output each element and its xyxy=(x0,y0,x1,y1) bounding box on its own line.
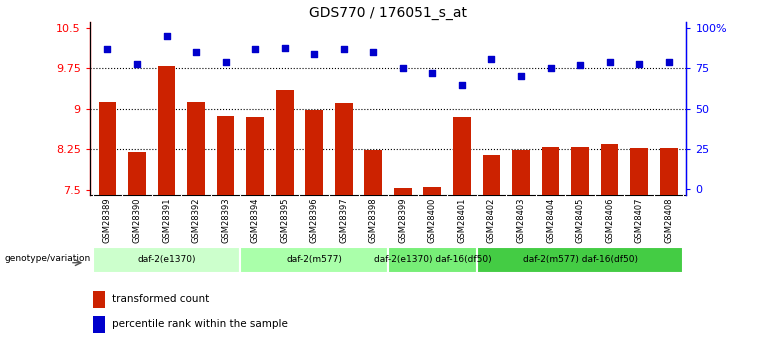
Bar xyxy=(217,116,235,345)
Point xyxy=(426,70,438,76)
Bar xyxy=(388,247,477,273)
Text: GSM28399: GSM28399 xyxy=(399,197,407,243)
Bar xyxy=(483,155,500,345)
Text: GSM28401: GSM28401 xyxy=(457,197,466,243)
Text: daf-2(m577): daf-2(m577) xyxy=(286,255,342,264)
Bar xyxy=(394,188,412,345)
Point xyxy=(604,59,616,65)
Bar xyxy=(477,247,683,273)
Text: GSM28405: GSM28405 xyxy=(576,197,584,243)
Point xyxy=(278,45,291,50)
Point xyxy=(574,62,587,68)
Text: GSM28389: GSM28389 xyxy=(103,197,112,243)
Point xyxy=(308,51,321,57)
Bar xyxy=(541,148,559,345)
Text: GSM28390: GSM28390 xyxy=(133,197,141,243)
Point xyxy=(544,66,557,71)
Bar xyxy=(364,150,382,345)
Text: transformed count: transformed count xyxy=(112,295,209,304)
Text: GSM28408: GSM28408 xyxy=(665,197,673,243)
Point xyxy=(633,61,645,66)
Bar xyxy=(128,152,146,345)
Text: GSM28396: GSM28396 xyxy=(310,197,319,243)
Bar xyxy=(512,150,530,345)
Bar xyxy=(93,291,105,308)
Bar xyxy=(571,147,589,345)
Text: GSM28404: GSM28404 xyxy=(546,197,555,243)
Point xyxy=(160,33,172,39)
Bar xyxy=(93,316,105,333)
Text: daf-2(e1370): daf-2(e1370) xyxy=(137,255,196,264)
Text: GSM28392: GSM28392 xyxy=(192,197,200,243)
Text: GSM28403: GSM28403 xyxy=(516,197,526,243)
Bar xyxy=(187,102,205,345)
Bar xyxy=(424,187,441,345)
Bar xyxy=(246,117,264,345)
Text: GSM28407: GSM28407 xyxy=(635,197,644,243)
Point xyxy=(515,74,527,79)
Text: GSM28398: GSM28398 xyxy=(369,197,378,243)
Bar xyxy=(453,117,471,345)
Bar xyxy=(158,66,176,345)
Text: daf-2(e1370) daf-16(df50): daf-2(e1370) daf-16(df50) xyxy=(374,255,491,264)
Bar xyxy=(98,102,116,345)
Point xyxy=(662,59,675,65)
Bar xyxy=(660,148,678,345)
Bar xyxy=(601,144,619,345)
Text: GSM28406: GSM28406 xyxy=(605,197,614,243)
Text: GSM28391: GSM28391 xyxy=(162,197,171,243)
Bar xyxy=(305,110,323,345)
Text: GSM28393: GSM28393 xyxy=(221,197,230,243)
Text: GSM28394: GSM28394 xyxy=(250,197,260,243)
Text: GSM28402: GSM28402 xyxy=(487,197,496,243)
Point xyxy=(219,59,232,65)
Point xyxy=(131,61,144,66)
Text: GSM28400: GSM28400 xyxy=(428,197,437,243)
Bar xyxy=(276,90,293,345)
Point xyxy=(101,46,114,52)
Text: GSM28395: GSM28395 xyxy=(280,197,289,243)
Text: percentile rank within the sample: percentile rank within the sample xyxy=(112,319,287,329)
Title: GDS770 / 176051_s_at: GDS770 / 176051_s_at xyxy=(309,6,467,20)
Point xyxy=(396,66,409,71)
Text: genotype/variation: genotype/variation xyxy=(5,254,90,263)
Point xyxy=(190,50,202,55)
Bar xyxy=(630,148,648,345)
Point xyxy=(249,46,261,52)
Bar xyxy=(93,247,240,273)
Point xyxy=(367,50,380,55)
Point xyxy=(485,56,498,61)
Bar xyxy=(335,103,353,345)
Point xyxy=(456,82,468,87)
Text: GSM28397: GSM28397 xyxy=(339,197,348,243)
Point xyxy=(338,46,350,52)
Bar xyxy=(240,247,388,273)
Text: daf-2(m577) daf-16(df50): daf-2(m577) daf-16(df50) xyxy=(523,255,637,264)
